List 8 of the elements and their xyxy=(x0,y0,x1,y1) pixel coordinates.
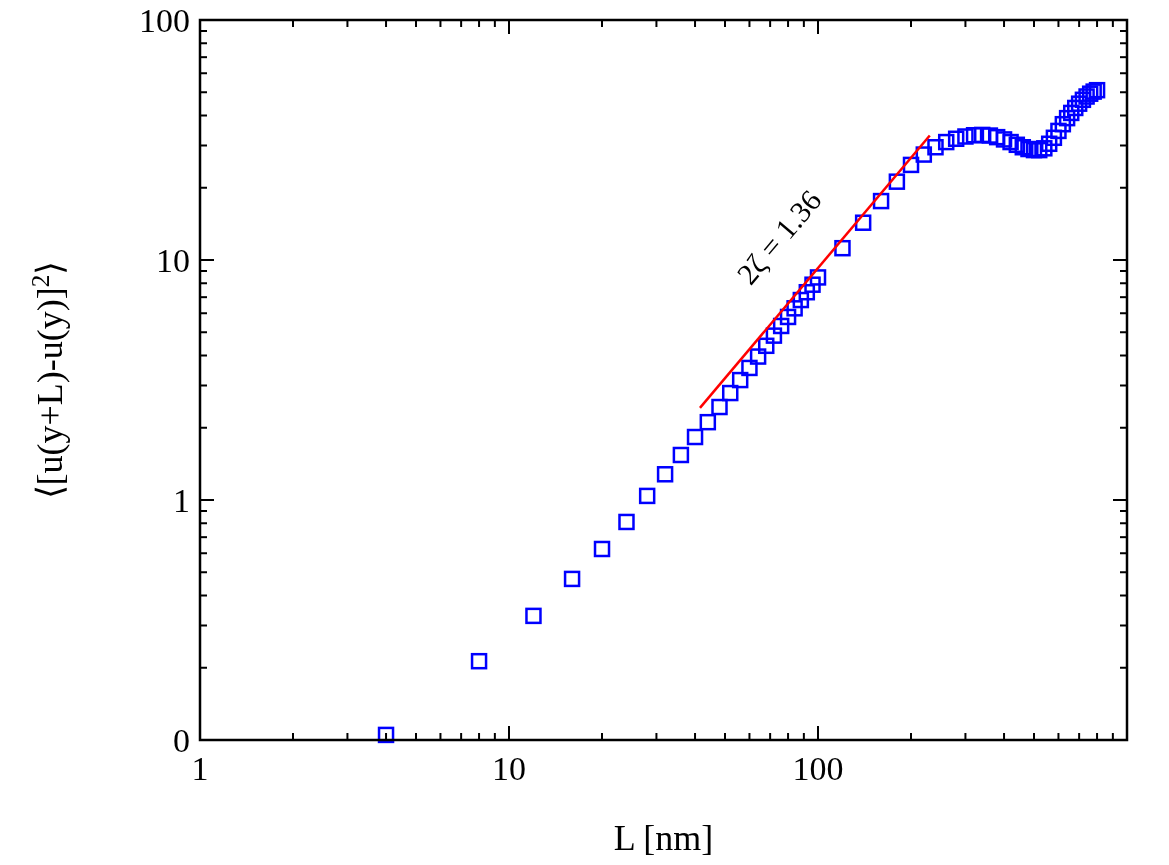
text: 2ζ = 1.36 xyxy=(730,183,828,291)
x-tick-label: 10 xyxy=(492,750,526,787)
y-tick-label: 100 xyxy=(139,2,190,39)
x-tick-label: 100 xyxy=(792,750,844,787)
y-tick-label: 1 xyxy=(173,482,190,519)
y-tick-label: 0 xyxy=(173,722,190,759)
y-tick-label: 10 xyxy=(156,242,190,279)
x-axis-title: L [nm] xyxy=(613,818,714,858)
